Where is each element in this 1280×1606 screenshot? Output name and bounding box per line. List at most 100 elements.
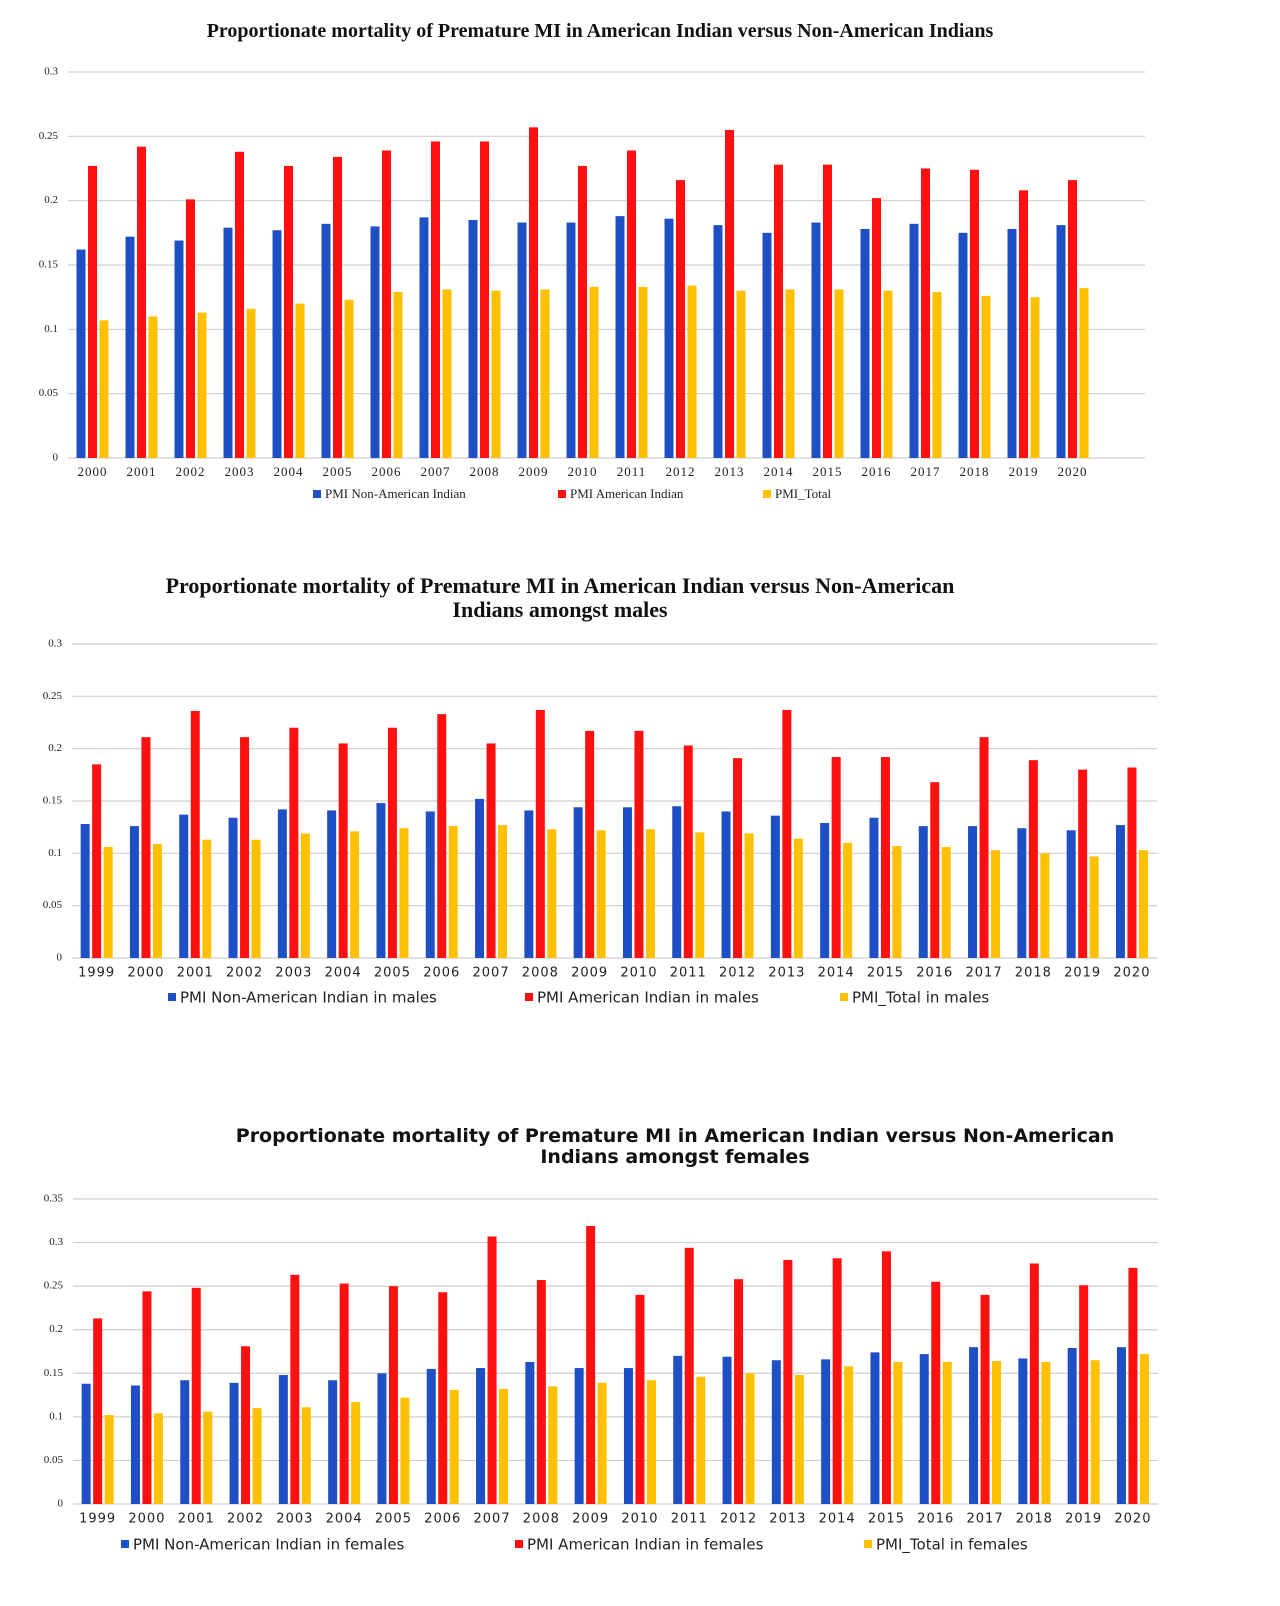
bar: [635, 1294, 645, 1504]
bar: [290, 1274, 300, 1504]
bar: [152, 843, 162, 958]
x-tick-label: 2008: [522, 966, 559, 981]
bar: [1127, 767, 1137, 958]
x-tick-label: 2001: [178, 1512, 215, 1527]
bar: [400, 1397, 410, 1504]
legend-label: PMI Non-American Indian: [325, 486, 466, 501]
bar: [1040, 853, 1050, 958]
x-tick-label: 2012: [666, 464, 696, 479]
bar: [1030, 297, 1040, 458]
bar: [774, 164, 783, 458]
bar: [524, 810, 534, 958]
bar: [1028, 760, 1038, 958]
bar: [1078, 769, 1088, 958]
x-tick-label: 2002: [227, 1512, 264, 1527]
y-tick-label: 0.2: [49, 1323, 63, 1335]
bar: [228, 817, 238, 958]
bar: [498, 825, 508, 958]
bar: [968, 826, 978, 958]
bar: [186, 199, 195, 458]
bar: [634, 730, 644, 958]
bar: [129, 826, 139, 958]
legend-swatch: [515, 1540, 523, 1548]
x-tick-label: 2012: [720, 1512, 757, 1527]
bar: [1056, 225, 1066, 458]
bar: [597, 1382, 607, 1504]
bar: [289, 727, 299, 958]
bar: [272, 230, 282, 458]
chart-title: Proportionate mortality of Premature MI …: [165, 573, 955, 623]
bar: [762, 232, 772, 458]
bar: [1007, 228, 1017, 458]
x-tick-label: 2004: [274, 464, 304, 479]
bar: [252, 1408, 262, 1504]
legend-swatch: [558, 490, 566, 498]
bar: [673, 1355, 683, 1504]
bar: [223, 227, 233, 458]
bar: [235, 151, 244, 459]
bar: [278, 1375, 288, 1504]
bar: [1128, 1267, 1138, 1504]
legend-label: PMI_Total: [775, 486, 832, 501]
bar: [548, 1386, 558, 1504]
bar: [190, 710, 200, 958]
bar: [535, 709, 545, 958]
bar: [202, 839, 212, 958]
bar: [969, 1347, 979, 1504]
x-tick-label: 2003: [276, 1512, 313, 1527]
x-tick-label: 2020: [1113, 966, 1150, 981]
x-tick-label: 2007: [473, 966, 510, 981]
x-tick-label: 2006: [372, 464, 402, 479]
bar: [300, 833, 310, 958]
bar: [733, 758, 743, 958]
bar: [695, 832, 705, 958]
x-tick-label: 2018: [1015, 966, 1052, 981]
bar: [301, 1407, 311, 1504]
bar: [645, 829, 655, 958]
x-tick-label: 2017: [967, 1512, 1004, 1527]
bar: [869, 817, 879, 958]
y-tick-label: 0.3: [48, 638, 62, 650]
bar: [921, 168, 930, 458]
y-tick-label: 0.05: [39, 387, 59, 399]
bar: [351, 1402, 361, 1504]
x-tick-label: 2000: [128, 1512, 165, 1527]
bar: [295, 303, 305, 458]
bar: [589, 286, 599, 458]
x-tick-label: 2014: [819, 1512, 856, 1527]
x-tick-label: 2011: [617, 464, 647, 479]
bar: [344, 299, 354, 458]
bar: [843, 842, 853, 958]
bar: [1138, 850, 1148, 958]
bar: [744, 833, 754, 958]
bar: [585, 730, 595, 958]
x-tick-label: 2019: [1065, 1512, 1102, 1527]
bar: [981, 295, 991, 458]
bar: [251, 839, 261, 958]
bar: [980, 1294, 990, 1504]
bar: [80, 824, 90, 958]
bar: [918, 826, 928, 958]
bar: [1041, 1361, 1051, 1504]
bar: [676, 180, 685, 458]
x-tick-label: 2003: [225, 464, 255, 479]
y-tick-label: 0: [53, 452, 59, 464]
x-tick-label: 2001: [177, 966, 214, 981]
bar: [399, 828, 409, 958]
bar: [832, 1258, 842, 1504]
legend-swatch: [525, 993, 533, 1001]
x-tick-label: 2020: [1114, 1512, 1151, 1527]
legend-swatch: [168, 993, 176, 1001]
bar: [771, 1360, 781, 1504]
bar: [794, 1375, 804, 1504]
bar: [321, 223, 331, 458]
x-tick-label: 2010: [568, 464, 598, 479]
bar: [683, 745, 693, 958]
bar: [930, 782, 940, 958]
bar: [388, 1286, 398, 1504]
bar: [174, 240, 184, 458]
x-tick-label: 2002: [176, 464, 206, 479]
y-tick-label: 0.1: [49, 1410, 63, 1422]
legend-swatch: [313, 490, 321, 498]
legend-label: PMI American Indian: [570, 486, 684, 501]
